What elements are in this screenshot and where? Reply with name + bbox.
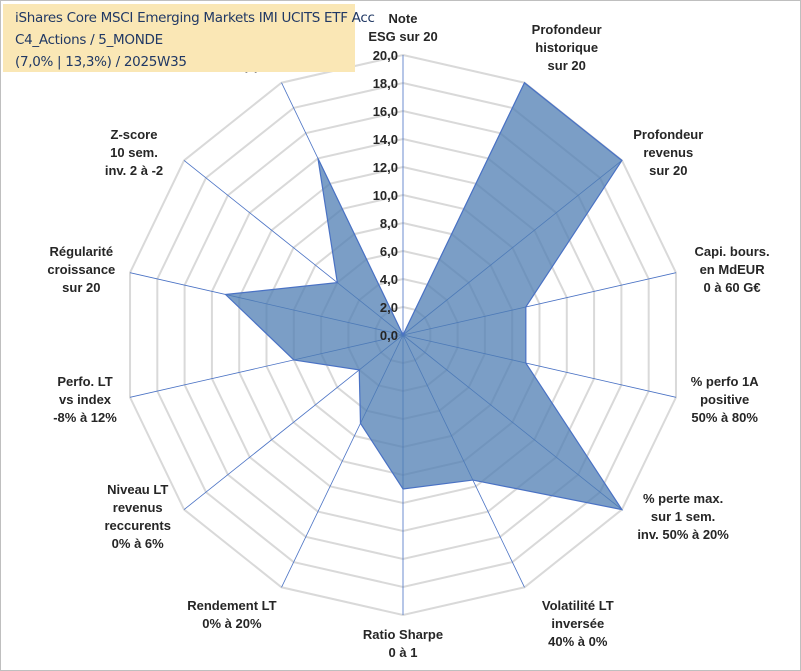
chart-title-line-2: C4_Actions / 5_MONDE [15,32,163,48]
tick-label: 16,0 [373,104,398,119]
axis-label-line: inversée [551,616,604,631]
axis-label-line: sur 1 sem. [651,509,715,524]
radar-series [224,81,624,511]
tick-label: 8,0 [380,216,398,231]
radar-tick-labels: 0,0 2,0 4,0 6,0 8,0 10,0 12,0 14,0 16,0 18,0 20,0 [373,48,398,343]
axis-label-line: 0 à 1 [389,645,418,660]
axis-label-line: 0% à 6% [112,536,164,551]
chart-title-line-3: (7,0% | 13,3%) / 2025W35 [15,54,187,70]
axis-label-line: en MdEUR [700,262,766,277]
tick-label: 14,0 [373,132,398,147]
axis-label: Profondeur historique sur 20 [532,22,602,73]
chart-title-box: iShares Core MSCI Emerging Markets IMI U… [3,4,375,72]
axis-label: Volatilité LT inversée 40% à 0% [542,598,614,649]
axis-label-line: sur 20 [649,163,687,178]
axis-label-line: Z-score [111,127,158,142]
tick-label: 18,0 [373,76,398,91]
axis-label-line: -8% à 12% [53,410,117,425]
tick-label: 20,0 [373,48,398,63]
axis-label-line: inv. 50% à 20% [637,527,729,542]
axis-label-line: Volatilité LT [542,598,614,613]
axis-label-line: 50% à 80% [691,410,758,425]
axis-label: Z-score 10 sem. inv. 2 à -2 [105,127,163,178]
axis-label: Ratio Sharpe 0 à 1 [363,627,443,660]
axis-label-line: Profondeur [532,22,602,37]
axis-label-line: Perfo. LT [57,374,112,389]
axis-label: % perte max. sur 1 sem. inv. 50% à 20% [637,491,729,542]
tick-label: 10,0 [373,188,398,203]
axis-label: Perfo. LT vs index -8% à 12% [53,374,117,425]
axis-label-line: positive [700,392,749,407]
axis-label-line: revenus [643,145,693,160]
axis-label-line: sur 20 [548,58,586,73]
axis-label-line: inv. 2 à -2 [105,163,163,178]
axis-label: Note ESG sur 20 [368,11,437,44]
tick-label: 4,0 [380,272,398,287]
axis-label-line: sur 20 [62,280,100,295]
radar-axis-labels: Note ESG sur 20 Profondeur historique sur 20… [47,11,769,660]
axis-label-line: Niveau LT [107,482,168,497]
axis-label-line: 40% à 0% [548,634,608,649]
axis-label-line: Régularité [50,244,114,259]
axis-label: Capi. bours. en MdEUR 0 à 60 G€ [695,244,770,295]
tick-label: 6,0 [380,244,398,259]
axis-label: Régularité croissance sur 20 [47,244,115,295]
axis-label-line: Note [389,11,418,26]
axis-label: Niveau LT revenus reccurents 0% à 6% [104,482,170,551]
axis-label-line: % perfo 1A [691,374,760,389]
series-area [224,81,624,511]
axis-label-line: reccurents [104,518,170,533]
axis-label: Profondeur revenus sur 20 [633,127,703,178]
chart-title-line-1: iShares Core MSCI Emerging Markets IMI U… [15,10,375,26]
axis-label-line: % perte max. [643,491,723,506]
tick-label: 0,0 [380,328,398,343]
axis-label-line: Capi. bours. [695,244,770,259]
tick-label: 12,0 [373,160,398,175]
axis-label-line: historique [535,40,598,55]
axis-label-line: ESG sur 20 [368,29,437,44]
axis-label: Rendement LT 0% à 20% [187,598,276,631]
axis-label-line: revenus [113,500,163,515]
axis-label-line: 0% à 20% [202,616,262,631]
tick-label: 2,0 [380,300,398,315]
axis-label-line: croissance [47,262,115,277]
axis-label-line: vs index [59,392,112,407]
axis-label-line: Profondeur [633,127,703,142]
axis-label-line: Rendement LT [187,598,276,613]
axis-label: % perfo 1A positive 50% à 80% [691,374,760,425]
axis-label-line: Ratio Sharpe [363,627,443,642]
axis-label-line: 10 sem. [110,145,158,160]
axis-label-line: 0 à 60 G€ [704,280,761,295]
